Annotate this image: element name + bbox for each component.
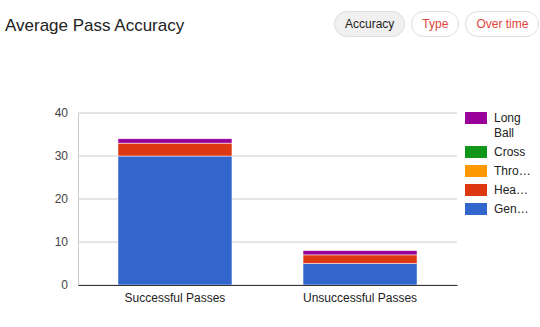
y-tick: 40 xyxy=(55,106,78,120)
grid-line xyxy=(78,113,457,114)
y-tick: 30 xyxy=(55,149,78,163)
bar-segment xyxy=(303,264,417,286)
grid xyxy=(78,113,457,285)
bar-segment xyxy=(303,255,417,264)
x-tick-label: Successful Passes xyxy=(125,291,226,305)
chart: 0 10 20 30 40 Successful Passes Unsuccessful P… xyxy=(0,0,540,327)
bars xyxy=(118,139,417,285)
x-tick: Unsuccessful Passes xyxy=(303,285,417,305)
bar-segment xyxy=(118,143,232,156)
y-tick-label: 10 xyxy=(55,235,69,249)
x-axis: Successful Passes Unsuccessful Passes xyxy=(79,285,458,305)
legend-swatch xyxy=(465,146,487,158)
legend-swatch xyxy=(465,184,487,196)
page: Average Pass Accuracy AccuracyTypeOver t… xyxy=(0,0,540,327)
legend-label: Cross xyxy=(494,145,525,159)
y-tick: 10 xyxy=(55,235,78,249)
legend-label: Thro… xyxy=(494,164,531,178)
y-tick: 0 xyxy=(61,278,78,292)
legend: Long Ball Cross Thro… Hea… Gen… xyxy=(465,111,531,216)
y-tick-label: 20 xyxy=(55,192,69,206)
y-tick: 20 xyxy=(55,192,78,206)
view-button[interactable]: Accuracy xyxy=(334,11,405,37)
button-bar: AccuracyTypeOver time xyxy=(334,11,539,37)
x-tick-label: Unsuccessful Passes xyxy=(303,291,417,305)
chart-title: Average Pass Accuracy xyxy=(5,16,184,36)
y-tick-label: 30 xyxy=(55,149,69,163)
legend-swatch xyxy=(465,112,487,124)
legend-label: Gen… xyxy=(494,202,529,216)
bar-segment xyxy=(118,156,232,285)
y-tick-label: 0 xyxy=(61,278,68,292)
view-button[interactable]: Type xyxy=(411,11,459,37)
legend-label: Hea… xyxy=(494,183,528,197)
y-tick-label: 40 xyxy=(55,106,69,120)
x-axis-line xyxy=(79,285,458,286)
y-axis: 0 10 20 30 40 xyxy=(55,106,79,292)
bar-segment xyxy=(118,139,232,143)
legend-swatch xyxy=(465,165,487,177)
y-axis-line xyxy=(78,114,79,286)
view-button[interactable]: Over time xyxy=(465,11,539,37)
x-tick: Successful Passes xyxy=(125,285,226,305)
legend-swatch xyxy=(465,203,487,215)
legend-label: Long Ball xyxy=(494,111,524,140)
bar-segment xyxy=(303,251,417,255)
